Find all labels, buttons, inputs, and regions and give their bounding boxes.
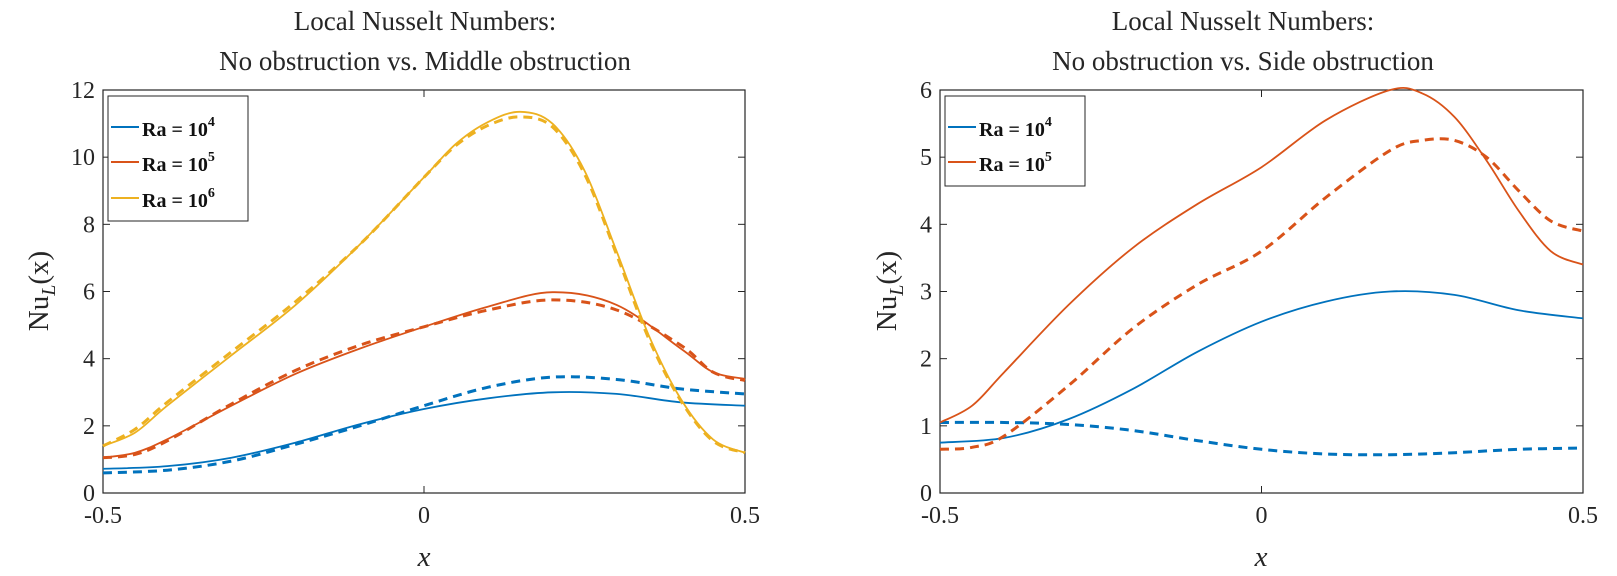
series-line-3-dashed: [102, 298, 746, 460]
y-tick-label: 4: [920, 212, 932, 238]
x-axis-ticks: -0.5 0 0.5: [84, 90, 760, 529]
y-tick-label: 0: [83, 481, 95, 507]
chart-side-obstruction: Local Nusselt Numbers: No obstruction vs…: [871, 6, 1598, 573]
legend-box: [107, 95, 249, 222]
series-line-1-dashed: [102, 375, 746, 475]
series-line-0-solid: [102, 391, 746, 470]
series-line-5-dashed: [102, 115, 746, 455]
legend-entry-ra1e5: Ra = 105: [111, 150, 215, 176]
legend-label: Ra = 105: [142, 150, 215, 176]
y-label-main: Nu: [23, 296, 55, 331]
y-tick-label: 2: [920, 347, 932, 373]
y-label-main: Nu: [871, 296, 903, 331]
legend-label: Ra = 105: [979, 150, 1052, 176]
y-tick-label: 6: [83, 280, 95, 306]
y-tick-label: 1: [920, 414, 932, 440]
x-tick-label: 0.5: [730, 503, 760, 529]
legend-entry-ra1e5: Ra = 105: [948, 150, 1052, 176]
legend-entry-ra1e4: Ra = 104: [111, 115, 215, 141]
chart-title-line-1: Local Nusselt Numbers:: [1112, 6, 1374, 36]
x-tick-label: -0.5: [921, 503, 959, 529]
y-tick-label: 4: [83, 347, 95, 373]
series-line-2-solid: [939, 87, 1584, 424]
y-axis-label: NuL(x): [23, 251, 60, 331]
y-tick-label: 12: [71, 78, 95, 104]
y-label-arg: (x): [23, 251, 55, 285]
series-layer: [939, 87, 1584, 457]
x-tick-label: 0: [418, 503, 430, 529]
y-tick-label: 8: [83, 212, 95, 238]
y-label-arg: (x): [871, 251, 903, 285]
chart-middle-obstruction: Local Nusselt Numbers: No obstruction vs…: [23, 6, 760, 573]
chart-title-line-2: No obstruction vs. Side obstruction: [1052, 46, 1434, 76]
y-tick-label: 3: [920, 280, 932, 306]
series-line-1-dashed: [939, 420, 1584, 457]
series-layer: [102, 110, 746, 475]
x-axis-label: x: [1254, 541, 1268, 573]
chart-title-line-1: Local Nusselt Numbers:: [294, 6, 556, 36]
y-axis-label: NuL(x): [871, 251, 908, 331]
chart-title-line-2: No obstruction vs. Middle obstruction: [219, 46, 631, 76]
legend: Ra = 104 Ra = 105: [944, 95, 1086, 187]
series-line-3-dashed: [939, 137, 1584, 451]
legend-label: Ra = 104: [142, 115, 215, 141]
legend-label: Ra = 104: [979, 115, 1052, 141]
legend-entry-ra1e6: Ra = 106: [111, 186, 215, 212]
y-axis-ticks: 0 1 2 3 4 5 6: [920, 78, 1583, 507]
legend-box: [944, 95, 1086, 187]
series-line-0-solid: [939, 290, 1584, 444]
x-tick-label: -0.5: [84, 503, 122, 529]
legend-label: Ra = 106: [142, 186, 215, 212]
y-tick-label: 10: [71, 145, 95, 171]
x-tick-label: 0: [1256, 503, 1268, 529]
x-tick-label: 0.5: [1568, 503, 1598, 529]
legend-entry-ra1e4: Ra = 104: [948, 115, 1052, 141]
y-tick-label: 2: [83, 414, 95, 440]
y-axis-ticks: 0 2 4 6 8 10 12: [71, 78, 745, 507]
y-tick-label: 5: [920, 145, 932, 171]
legend: Ra = 104 Ra = 105 Ra = 106: [107, 95, 249, 222]
y-label-sub: L: [38, 285, 60, 297]
y-label-sub: L: [886, 285, 908, 297]
y-tick-label: 6: [920, 78, 932, 104]
x-axis-label: x: [417, 541, 431, 573]
y-tick-label: 0: [920, 481, 932, 507]
x-axis-ticks: -0.5 0 0.5: [921, 90, 1598, 529]
